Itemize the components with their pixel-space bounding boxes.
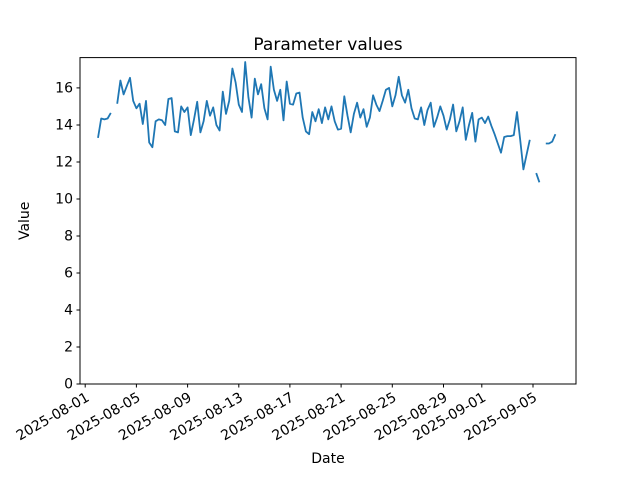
y-axis-label: Value: [17, 202, 33, 240]
y-tick-label: 8: [64, 229, 73, 245]
data-line: [535, 172, 541, 183]
y-tick-label: 10: [55, 192, 73, 208]
x-axis-label: Date: [311, 451, 344, 467]
y-tick-label: 4: [64, 303, 73, 319]
y-tick-label: 0: [64, 377, 73, 393]
data-line: [545, 133, 557, 145]
y-tick-label: 16: [55, 80, 73, 96]
y-tick-label: 6: [64, 266, 73, 282]
chart-title: Parameter values: [253, 35, 402, 55]
plot-frame: [79, 57, 577, 385]
y-tick-label: 2: [64, 340, 73, 356]
y-tick-label: 12: [55, 155, 73, 171]
data-line: [97, 112, 112, 139]
data-line: [116, 61, 531, 171]
y-tick-label: 14: [55, 118, 73, 134]
